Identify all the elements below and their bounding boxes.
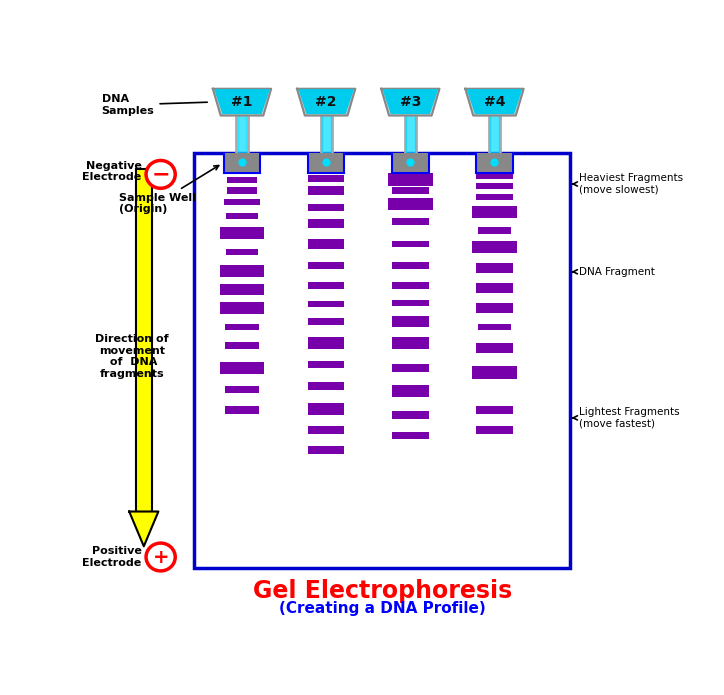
Bar bbox=[476, 427, 513, 434]
Bar bbox=[392, 187, 429, 194]
Text: −: − bbox=[151, 165, 170, 184]
Bar bbox=[476, 343, 513, 353]
Polygon shape bbox=[381, 89, 439, 115]
Bar bbox=[227, 177, 258, 183]
Bar bbox=[392, 385, 429, 397]
Bar bbox=[224, 199, 260, 206]
Polygon shape bbox=[468, 90, 521, 113]
Text: Heaviest Fragments
(move slowest): Heaviest Fragments (move slowest) bbox=[573, 173, 683, 195]
Bar bbox=[392, 262, 429, 268]
Bar bbox=[224, 153, 260, 173]
Text: #2: #2 bbox=[316, 95, 337, 109]
Bar bbox=[225, 406, 259, 414]
Bar bbox=[472, 206, 517, 218]
Text: Positive
Electrode: Positive Electrode bbox=[83, 546, 142, 568]
Bar bbox=[308, 175, 345, 182]
Bar bbox=[476, 153, 513, 173]
Polygon shape bbox=[213, 89, 272, 115]
Polygon shape bbox=[466, 89, 523, 115]
Bar bbox=[392, 300, 429, 306]
Text: DNA
Samples: DNA Samples bbox=[101, 94, 207, 115]
Bar bbox=[476, 283, 513, 293]
Bar bbox=[308, 262, 345, 268]
Bar bbox=[308, 153, 345, 173]
Bar bbox=[308, 219, 345, 229]
Bar bbox=[392, 240, 429, 247]
Text: Sample Well
(Origin): Sample Well (Origin) bbox=[119, 165, 219, 214]
Text: DNA Fragment: DNA Fragment bbox=[573, 267, 654, 277]
Bar bbox=[472, 366, 517, 379]
Bar bbox=[308, 186, 345, 195]
Bar bbox=[308, 361, 345, 368]
Polygon shape bbox=[299, 90, 353, 113]
Text: +: + bbox=[152, 548, 169, 566]
Bar bbox=[219, 362, 264, 374]
Bar bbox=[227, 187, 258, 194]
Bar bbox=[392, 282, 429, 289]
Bar bbox=[308, 446, 345, 454]
Bar bbox=[392, 364, 429, 372]
Bar bbox=[476, 183, 513, 189]
Bar bbox=[308, 382, 345, 389]
Polygon shape bbox=[297, 89, 355, 115]
Bar bbox=[308, 403, 345, 415]
Bar bbox=[392, 316, 429, 327]
Bar bbox=[219, 284, 264, 295]
Bar bbox=[225, 324, 259, 330]
Bar bbox=[476, 406, 513, 414]
Bar bbox=[476, 172, 513, 179]
Circle shape bbox=[146, 161, 175, 188]
Text: #4: #4 bbox=[484, 95, 505, 109]
Bar bbox=[225, 343, 259, 349]
Text: Direction of
movement
 of  DNA
fragments: Direction of movement of DNA fragments bbox=[95, 334, 169, 379]
Bar bbox=[136, 169, 151, 512]
Bar bbox=[392, 218, 429, 224]
Polygon shape bbox=[129, 512, 159, 546]
Bar bbox=[308, 204, 345, 211]
Polygon shape bbox=[384, 90, 437, 113]
Bar bbox=[392, 432, 429, 439]
Bar bbox=[225, 386, 259, 393]
Text: #1: #1 bbox=[231, 95, 253, 109]
Circle shape bbox=[146, 543, 175, 571]
Bar bbox=[219, 302, 264, 314]
Bar bbox=[194, 153, 571, 568]
Bar bbox=[476, 263, 513, 273]
Bar bbox=[478, 227, 511, 234]
Bar bbox=[476, 303, 513, 313]
Bar bbox=[478, 324, 511, 330]
Text: #3: #3 bbox=[400, 95, 421, 109]
Text: (Creating a DNA Profile): (Creating a DNA Profile) bbox=[279, 601, 486, 616]
Bar bbox=[392, 411, 429, 419]
Bar bbox=[308, 239, 345, 249]
Bar bbox=[308, 301, 345, 307]
Bar bbox=[308, 427, 345, 434]
Bar bbox=[308, 318, 345, 325]
Bar bbox=[388, 173, 433, 186]
Bar bbox=[219, 227, 264, 239]
Polygon shape bbox=[215, 90, 269, 113]
Text: Lightest Fragments
(move fastest): Lightest Fragments (move fastest) bbox=[573, 407, 679, 429]
Bar bbox=[226, 213, 258, 220]
Bar bbox=[392, 153, 429, 173]
Bar bbox=[392, 337, 429, 349]
Bar bbox=[388, 198, 433, 210]
Bar bbox=[476, 194, 513, 200]
Bar bbox=[472, 240, 517, 252]
Bar bbox=[226, 249, 258, 255]
Text: Negative
Electrode: Negative Electrode bbox=[83, 161, 142, 183]
Bar bbox=[308, 337, 345, 349]
Bar bbox=[308, 282, 345, 289]
Bar bbox=[219, 265, 264, 277]
Text: Gel Electrophoresis: Gel Electrophoresis bbox=[253, 579, 512, 603]
